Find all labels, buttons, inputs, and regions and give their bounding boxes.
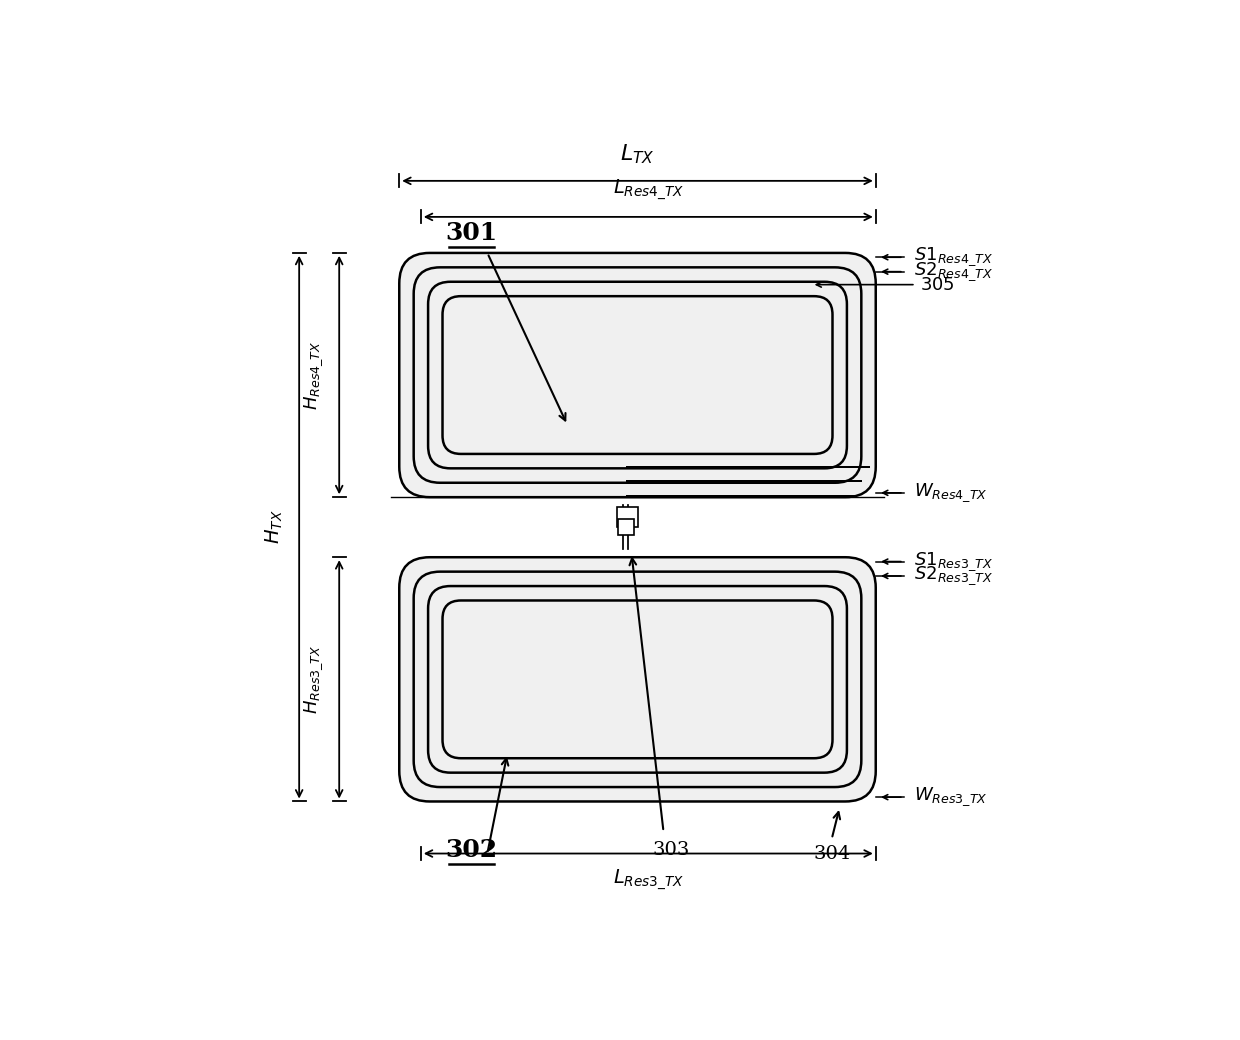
Text: $305$: $305$	[920, 276, 955, 293]
Text: $S1_{Res4\_TX}$: $S1_{Res4\_TX}$	[914, 246, 993, 268]
Bar	[618, 519, 634, 536]
Text: $\mathit{L}_{Res3\_TX}$: $\mathit{L}_{Res3\_TX}$	[613, 868, 684, 892]
FancyBboxPatch shape	[399, 253, 875, 497]
Text: 302: 302	[445, 837, 497, 861]
Text: 303: 303	[652, 840, 691, 859]
Text: 301: 301	[445, 220, 497, 244]
Text: $S2_{Res4\_TX}$: $S2_{Res4\_TX}$	[914, 260, 993, 283]
Text: $S2_{Res3\_TX}$: $S2_{Res3\_TX}$	[914, 565, 993, 588]
Text: 304: 304	[813, 844, 851, 862]
Text: $W_{Res3\_TX}$: $W_{Res3\_TX}$	[914, 786, 988, 808]
Bar	[618, 508, 637, 527]
Text: $\mathit{H}_{Res4\_TX}$: $\mathit{H}_{Res4\_TX}$	[303, 340, 325, 410]
Text: $W_{Res4\_TX}$: $W_{Res4\_TX}$	[914, 482, 988, 504]
Text: $S1_{Res3\_TX}$: $S1_{Res3\_TX}$	[914, 550, 993, 573]
Text: $\mathit{H}_{TX}$: $\mathit{H}_{TX}$	[263, 510, 285, 545]
Text: $\mathit{L}_{TX}$: $\mathit{L}_{TX}$	[620, 142, 655, 166]
Text: $\mathit{L}_{Res4\_TX}$: $\mathit{L}_{Res4\_TX}$	[613, 179, 684, 203]
Text: $\mathit{H}_{Res3\_TX}$: $\mathit{H}_{Res3\_TX}$	[303, 645, 325, 714]
FancyBboxPatch shape	[399, 557, 875, 802]
